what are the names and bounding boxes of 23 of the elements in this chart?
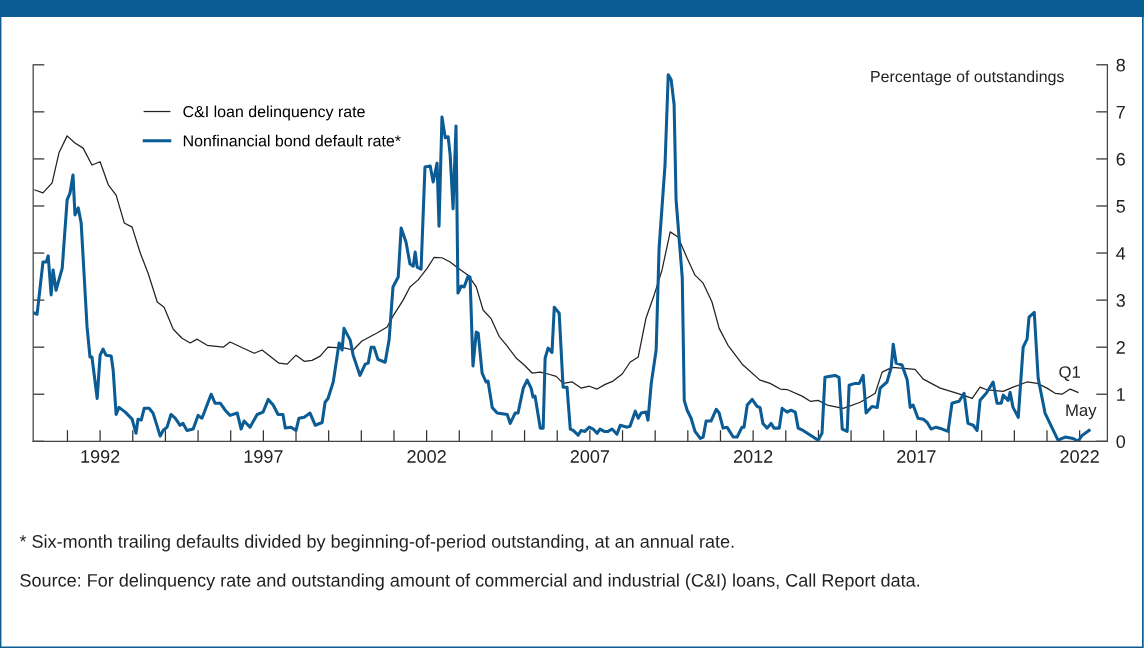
y-tick-label: 7 (1116, 105, 1125, 119)
x-tick-label: 1997 (244, 450, 283, 463)
x-tick-label: 2007 (570, 450, 610, 463)
y-tick-label: 3 (1116, 294, 1125, 307)
y-tick-label: 6 (1116, 152, 1125, 166)
text: * Six-month trailing defaults divided by beginning-of-period outstanding, at an annual rate. (19, 534, 734, 552)
annotation: May (1066, 404, 1097, 420)
y-tick-label: 0 (1116, 435, 1126, 449)
source-note: Source: For delinquency rate and outstanding amount of commercial and industrial (C&I) loans, Call Report data. (20, 573, 920, 591)
x-tick-label: 2022 (1060, 450, 1099, 463)
legend-label: C&I loan delinquency rate (183, 105, 365, 121)
x-tick-label: 2002 (407, 450, 446, 463)
y-tick-label: 5 (1116, 200, 1126, 213)
y-tick-label: 4 (1116, 247, 1126, 260)
y-axis-title: Percentage of outstandings (871, 70, 1064, 86)
y-tick-label: 1 (1117, 388, 1125, 401)
x-tick-label: 2012 (733, 450, 773, 463)
annotation: Q1 (1059, 366, 1080, 381)
y-tick-label: 8 (1116, 58, 1125, 72)
x-tick-label: 2017 (897, 450, 936, 463)
legend-label: Nonfinancial bond default rate* (183, 134, 401, 147)
x-tick-label: 1992 (81, 450, 120, 463)
y-tick-label: 2 (1116, 341, 1125, 354)
